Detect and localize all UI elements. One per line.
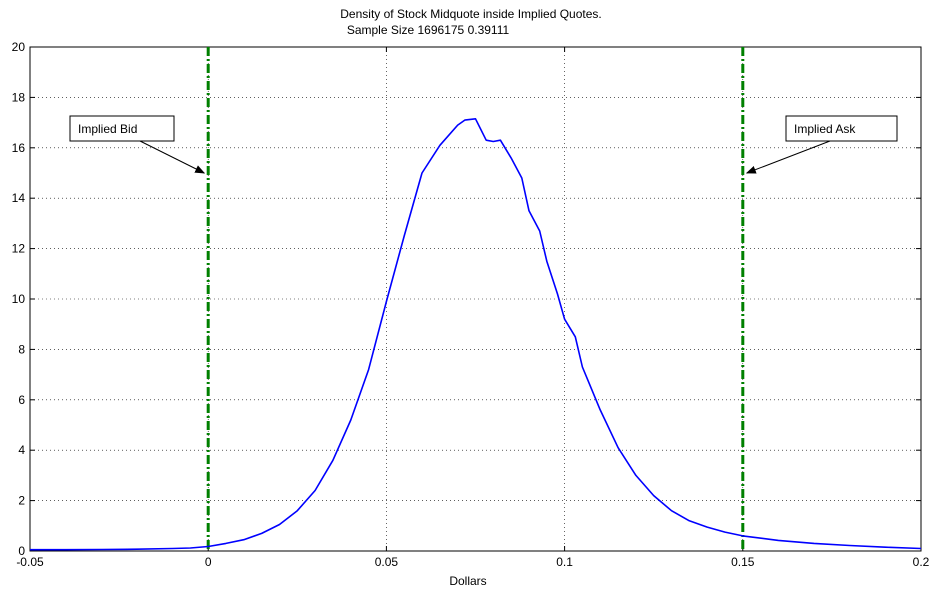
annotations: Implied Bid Implied Ask <box>69 115 898 174</box>
x-tick-label: 0.2 <box>913 555 930 569</box>
y-tick-label: 12 <box>12 242 26 256</box>
x-tick-label: 0.1 <box>556 555 573 569</box>
annotation-text: Implied Bid <box>78 122 137 136</box>
y-tick-label: 14 <box>12 191 26 205</box>
y-tick-label: 4 <box>18 443 25 457</box>
y-tick-label: 8 <box>18 342 25 356</box>
x-tick-label: -0.05 <box>16 555 44 569</box>
y-tick-label: 16 <box>12 141 26 155</box>
y-tick-label: 6 <box>18 393 25 407</box>
annotation-box <box>785 115 898 142</box>
x-tick-label: 0 <box>205 555 212 569</box>
reference-lines <box>206 47 745 551</box>
density-line <box>30 118 922 551</box>
series-layer <box>30 118 922 551</box>
x-axis-label: Dollars <box>449 574 486 588</box>
annotation-arrow <box>139 140 206 174</box>
chart-title-line-2: Sample Size 1696175 0.39111 <box>347 23 510 37</box>
x-tick-label: 0.05 <box>375 555 399 569</box>
annotation-box <box>69 115 175 142</box>
x-tick-label: 0.15 <box>731 555 755 569</box>
y-tick-label: 18 <box>12 90 26 104</box>
y-tick-label: 2 <box>18 494 25 508</box>
chart-title-line-1: Density of Stock Midquote inside Implied… <box>340 7 601 21</box>
y-tick-label: 20 <box>12 40 26 54</box>
annotation-arrow <box>745 140 831 174</box>
y-tick-label: 0 <box>18 544 25 558</box>
annotation-text: Implied Ask <box>794 122 856 136</box>
y-tick-label: 10 <box>12 292 26 306</box>
grid <box>30 47 921 551</box>
